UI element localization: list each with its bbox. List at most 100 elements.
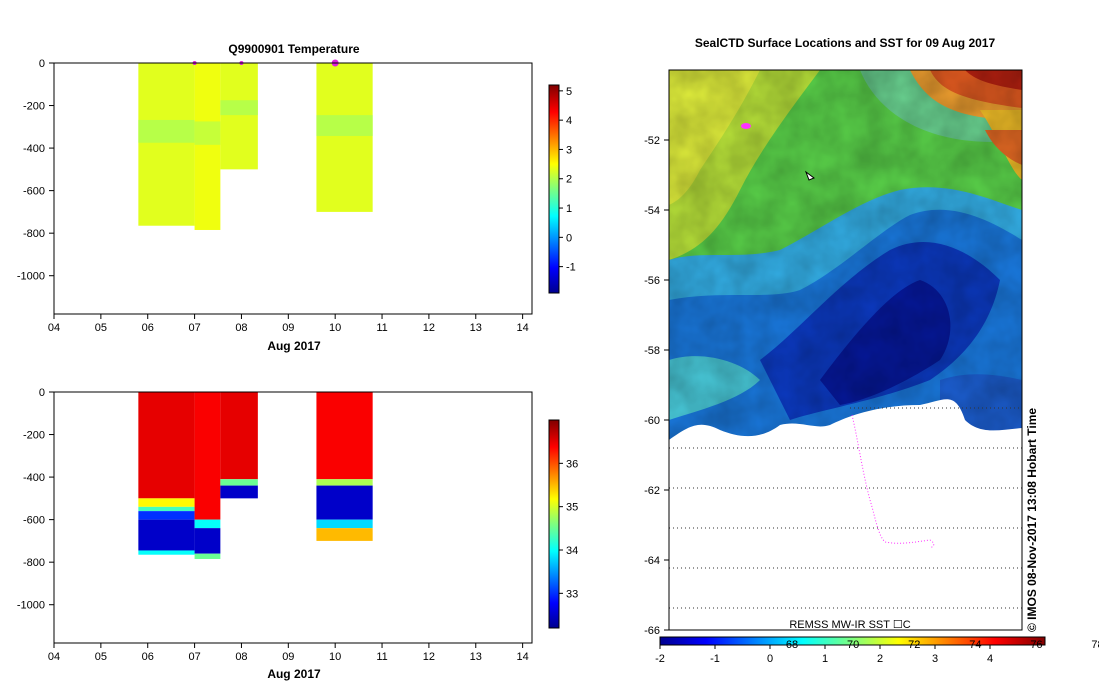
map-title: SealCTD Surface Locations and SST for 09… (695, 36, 996, 50)
sst-tick-label-celsius: 3 (932, 653, 938, 665)
sst-colorbar (659, 636, 1046, 646)
sst-tick-label-fahrenheit: 70 (847, 639, 859, 651)
profile-0-layer-3 (138, 511, 195, 520)
profile-0-layer-0 (138, 392, 195, 499)
sst-tick-label-celsius: 2 (877, 653, 883, 665)
profile-2-layer-2 (220, 485, 258, 499)
x-tick-label: 04 (48, 322, 60, 334)
salinity-xlabel: Aug 2017 (267, 667, 321, 681)
temperature-plot-frame (53, 62, 533, 315)
lat-tick-label: -66 (644, 625, 660, 637)
colorbar-tick-label: 36 (566, 458, 578, 470)
lat-tick-label: -54 (644, 205, 660, 217)
profile-0 (138, 63, 195, 226)
profile-2-layer-0 (220, 392, 258, 480)
profile-0-layer-2 (138, 506, 195, 512)
colorbar-tick-label: 34 (566, 545, 578, 557)
y-tick-label: -600 (23, 515, 45, 527)
x-tick-label: 12 (423, 322, 435, 334)
imos-timestamp: © IMOS 08-Nov-2017 13:08 Hobart Time (1025, 408, 1039, 632)
x-tick-label: 06 (142, 651, 154, 663)
y-tick-label: 0 (39, 387, 45, 399)
temperature-xlabel: Aug 2017 (267, 339, 321, 353)
x-tick-label: 13 (470, 322, 482, 334)
sst-tick-label-celsius: 4 (987, 653, 993, 665)
x-tick-label: 10 (329, 651, 341, 663)
y-tick-label: -400 (23, 472, 45, 484)
profile-3-layer-4 (316, 528, 373, 541)
colorbar-tick-label: -1 (566, 262, 576, 274)
salinity-plot-frame (53, 391, 533, 644)
temperature-profiles (138, 59, 373, 230)
lat-tick-label: -60 (644, 415, 660, 427)
x-tick-label: 12 (423, 651, 435, 663)
sst-colorbar-ticks: -2-101234687072747678808284 (655, 639, 1099, 665)
map-colorbar-label: REMSS MW-IR SST ☐C (789, 619, 910, 631)
colorbar-tick-label: 0 (566, 232, 572, 244)
colorbar-tick-label: 4 (566, 115, 572, 127)
profile-1 (194, 63, 221, 230)
sst-map-panel: SealCTD Surface Locations and SST for 09… (644, 36, 1099, 665)
seal-location-marker (741, 123, 751, 129)
profile-0-band (138, 119, 195, 143)
x-tick-label: 14 (517, 651, 529, 663)
salinity-colorbar-ticks: 36 35 34 33 (559, 458, 578, 600)
y-tick-label: -400 (23, 143, 45, 155)
x-tick-label: 05 (95, 651, 107, 663)
x-tick-label: 07 (188, 322, 200, 334)
x-tick-label: 09 (282, 322, 294, 334)
y-tick-label: -1000 (17, 600, 45, 612)
x-tick-label: 10 (329, 322, 341, 334)
x-tick-label: 14 (517, 322, 529, 334)
x-tick-label: 04 (48, 651, 60, 663)
x-tick-label: 08 (235, 322, 247, 334)
y-tick-label: -1000 (17, 271, 45, 283)
y-tick-label: -800 (23, 228, 45, 240)
map-lat-axis: -52 -54 -56 -58 -60 -62 -64 -66 (644, 135, 669, 637)
x-tick-label: 13 (470, 651, 482, 663)
salinity-section-panel: 04 05 06 07 08 09 10 11 12 13 14 0 -200 -400 -600 -800 -… (17, 387, 578, 681)
sst-tick-label-fahrenheit: 74 (969, 639, 981, 651)
cursor-arrow-icon (804, 170, 816, 181)
sst-tick-label-celsius: 0 (767, 653, 773, 665)
profile-1-layer-1 (194, 519, 221, 529)
profile-1-layer-0 (194, 392, 221, 520)
temperature-colorbar (548, 84, 560, 294)
temperature-title: Q9900901 Temperature (228, 42, 360, 56)
colorbar-tick-label: 1 (566, 203, 572, 215)
sst-tick-label-fahrenheit: 78 (1091, 639, 1099, 651)
seal-track (851, 414, 935, 549)
y-tick-label: -800 (23, 557, 45, 569)
temperature-colorbar-ticks: 5 4 3 2 1 0 -1 (559, 86, 576, 274)
profile-3-layer-3 (316, 519, 373, 529)
colorbar-tick-label: 3 (566, 144, 572, 156)
lat-tick-label: -52 (644, 135, 660, 147)
x-tick-label: 07 (188, 651, 200, 663)
profile-1-layer-3 (194, 553, 221, 559)
profile-3-layer-0 (316, 392, 373, 480)
temperature-axes: 04 05 06 07 08 09 10 11 12 13 14 0 -200 -400 -600 -800 -… (17, 58, 529, 334)
profile-3-layer-2 (316, 485, 373, 520)
y-tick-label: -600 (23, 186, 45, 198)
sst-field (669, 70, 1022, 630)
x-tick-label: 08 (235, 651, 247, 663)
profile-2 (220, 63, 258, 170)
salinity-colorbar (548, 419, 560, 629)
profile-3 (316, 63, 373, 212)
profile-2-band (220, 100, 258, 116)
colorbar-tick-label: 35 (566, 502, 578, 514)
sst-tick-label-celsius: 1 (822, 653, 828, 665)
colorbar-tick-label: 5 (566, 86, 572, 98)
profile-3-band (316, 115, 373, 136)
lat-tick-label: -58 (644, 345, 660, 357)
profile-0-layer-5 (138, 550, 195, 555)
y-tick-label: -200 (23, 430, 45, 442)
sst-tick-label-fahrenheit: 76 (1030, 639, 1042, 651)
temperature-section-panel: Q9900901 Temperature 04 05 06 07 08 09 10 11 12 1… (17, 42, 576, 353)
colorbar-tick-label: 2 (566, 174, 572, 186)
sst-tick-label-fahrenheit: 68 (786, 639, 798, 651)
profile-1-layer-2 (194, 528, 221, 554)
lat-tick-label: -62 (644, 485, 660, 497)
lat-tick-label: -56 (644, 275, 660, 287)
